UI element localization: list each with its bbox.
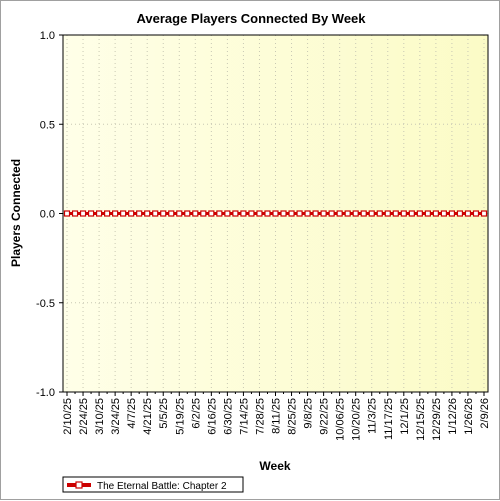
data-point-marker (87, 210, 95, 217)
data-point-marker (296, 210, 303, 217)
data-point-marker (464, 210, 472, 217)
data-point-marker (136, 210, 143, 217)
x-tick-label: 11/17/25 (383, 398, 395, 440)
y-axis-title: Players Connected (9, 159, 23, 267)
data-point-marker (408, 210, 415, 217)
data-point-marker (152, 210, 159, 217)
data-point-marker (208, 210, 215, 217)
data-point-marker (71, 210, 79, 217)
data-point-marker (216, 210, 223, 217)
x-tick-label: 6/2/25 (190, 398, 202, 429)
data-point-marker (472, 210, 480, 217)
data-point-marker (432, 210, 439, 217)
data-point-marker (456, 210, 464, 217)
x-tick-label: 5/5/25 (158, 398, 170, 429)
data-point-marker (232, 210, 239, 217)
chart-title: Average Players Connected By Week (136, 11, 366, 26)
x-tick-label: 12/15/25 (415, 398, 427, 441)
x-tick-label: 2/10/25 (62, 398, 74, 435)
data-point-marker (280, 210, 287, 217)
data-point-marker (160, 210, 167, 217)
data-point-marker (384, 210, 391, 217)
data-point-marker (328, 210, 335, 217)
data-point-marker (192, 210, 199, 217)
data-point-marker (248, 210, 255, 217)
data-point-marker (184, 210, 191, 217)
data-point-marker (424, 210, 431, 217)
data-point-marker (224, 210, 231, 217)
data-point-marker (480, 210, 488, 217)
x-tick-label: 4/7/25 (126, 398, 138, 429)
data-point-marker (344, 210, 351, 217)
x-tick-label: 12/29/25 (431, 398, 443, 441)
x-axis-ticks: 2/10/25 2/24/25 3/10/25 3/24/25 4/7/25 4/21/2… (62, 392, 491, 441)
data-point-marker (256, 210, 263, 217)
data-point-marker (79, 210, 87, 217)
legend: The Eternal Battle: Chapter 2 (62, 476, 244, 493)
x-tick-label: 3/24/25 (110, 398, 122, 435)
legend-label: The Eternal Battle: Chapter 2 (97, 481, 227, 492)
x-tick-label: 8/25/25 (287, 398, 299, 435)
x-tick-label: 7/28/25 (254, 398, 266, 435)
x-tick-label: 7/14/25 (238, 398, 250, 435)
x-tick-label: 11/3/25 (367, 398, 379, 434)
y-tick-label: -0.5 (36, 298, 55, 310)
legend-marker-swatch (75, 481, 83, 489)
data-point-marker (168, 210, 175, 217)
x-tick-label: 5/19/25 (174, 398, 186, 435)
data-point-marker (440, 210, 447, 217)
data-point-marker (368, 210, 375, 217)
data-point-marker (360, 210, 367, 217)
data-point-marker (144, 210, 151, 217)
data-point-marker (112, 210, 119, 217)
data-point-marker (104, 210, 111, 217)
x-tick-label: 2/9/26 (479, 398, 491, 429)
x-tick-label: 6/16/25 (206, 398, 218, 435)
legend-box (62, 476, 244, 493)
data-point-marker (400, 210, 407, 217)
data-point-marker (416, 210, 423, 217)
data-point-marker (176, 210, 183, 217)
y-tick-label: 1.0 (40, 30, 55, 42)
data-point-marker (272, 210, 279, 217)
x-tick-label: 6/30/25 (222, 398, 234, 435)
x-tick-label: 12/1/25 (399, 398, 411, 435)
data-point-marker (63, 210, 71, 217)
x-tick-label: 9/22/25 (319, 398, 331, 435)
x-tick-label: 1/26/26 (463, 398, 475, 435)
data-point-marker (392, 210, 399, 217)
data-point-marker (200, 210, 207, 217)
data-point-marker (312, 210, 319, 217)
x-tick-label: 10/20/25 (351, 398, 363, 441)
data-point-marker (320, 210, 327, 217)
data-point-marker (95, 210, 103, 217)
data-point-marker (288, 210, 295, 217)
data-point-marker (376, 210, 383, 217)
y-tick-label: 0.0 (40, 209, 55, 221)
y-axis-ticks: 1.0 0.5 0.0 -0.5 -1.0 (36, 30, 63, 399)
x-tick-label: 8/11/25 (271, 398, 283, 434)
x-tick-label: 1/12/26 (447, 398, 459, 435)
x-tick-label: 3/10/25 (94, 398, 106, 435)
data-point-marker (352, 210, 359, 217)
data-point-marker (304, 210, 311, 217)
y-tick-label: -1.0 (36, 387, 55, 399)
data-point-marker (336, 210, 343, 217)
x-tick-label: 2/24/25 (78, 398, 90, 435)
y-tick-label: 0.5 (40, 119, 55, 131)
x-axis-title: Week (259, 459, 290, 473)
x-tick-label: 4/21/25 (142, 398, 154, 435)
data-point-marker (240, 210, 247, 217)
x-tick-label: 9/8/25 (303, 398, 315, 429)
data-point-marker (120, 210, 127, 217)
data-point-marker (264, 210, 271, 217)
series-group (63, 210, 488, 217)
plot-border (62, 34, 489, 393)
x-tick-label: 10/06/25 (335, 398, 347, 441)
data-point-marker (128, 210, 135, 217)
data-point-marker (448, 210, 456, 217)
